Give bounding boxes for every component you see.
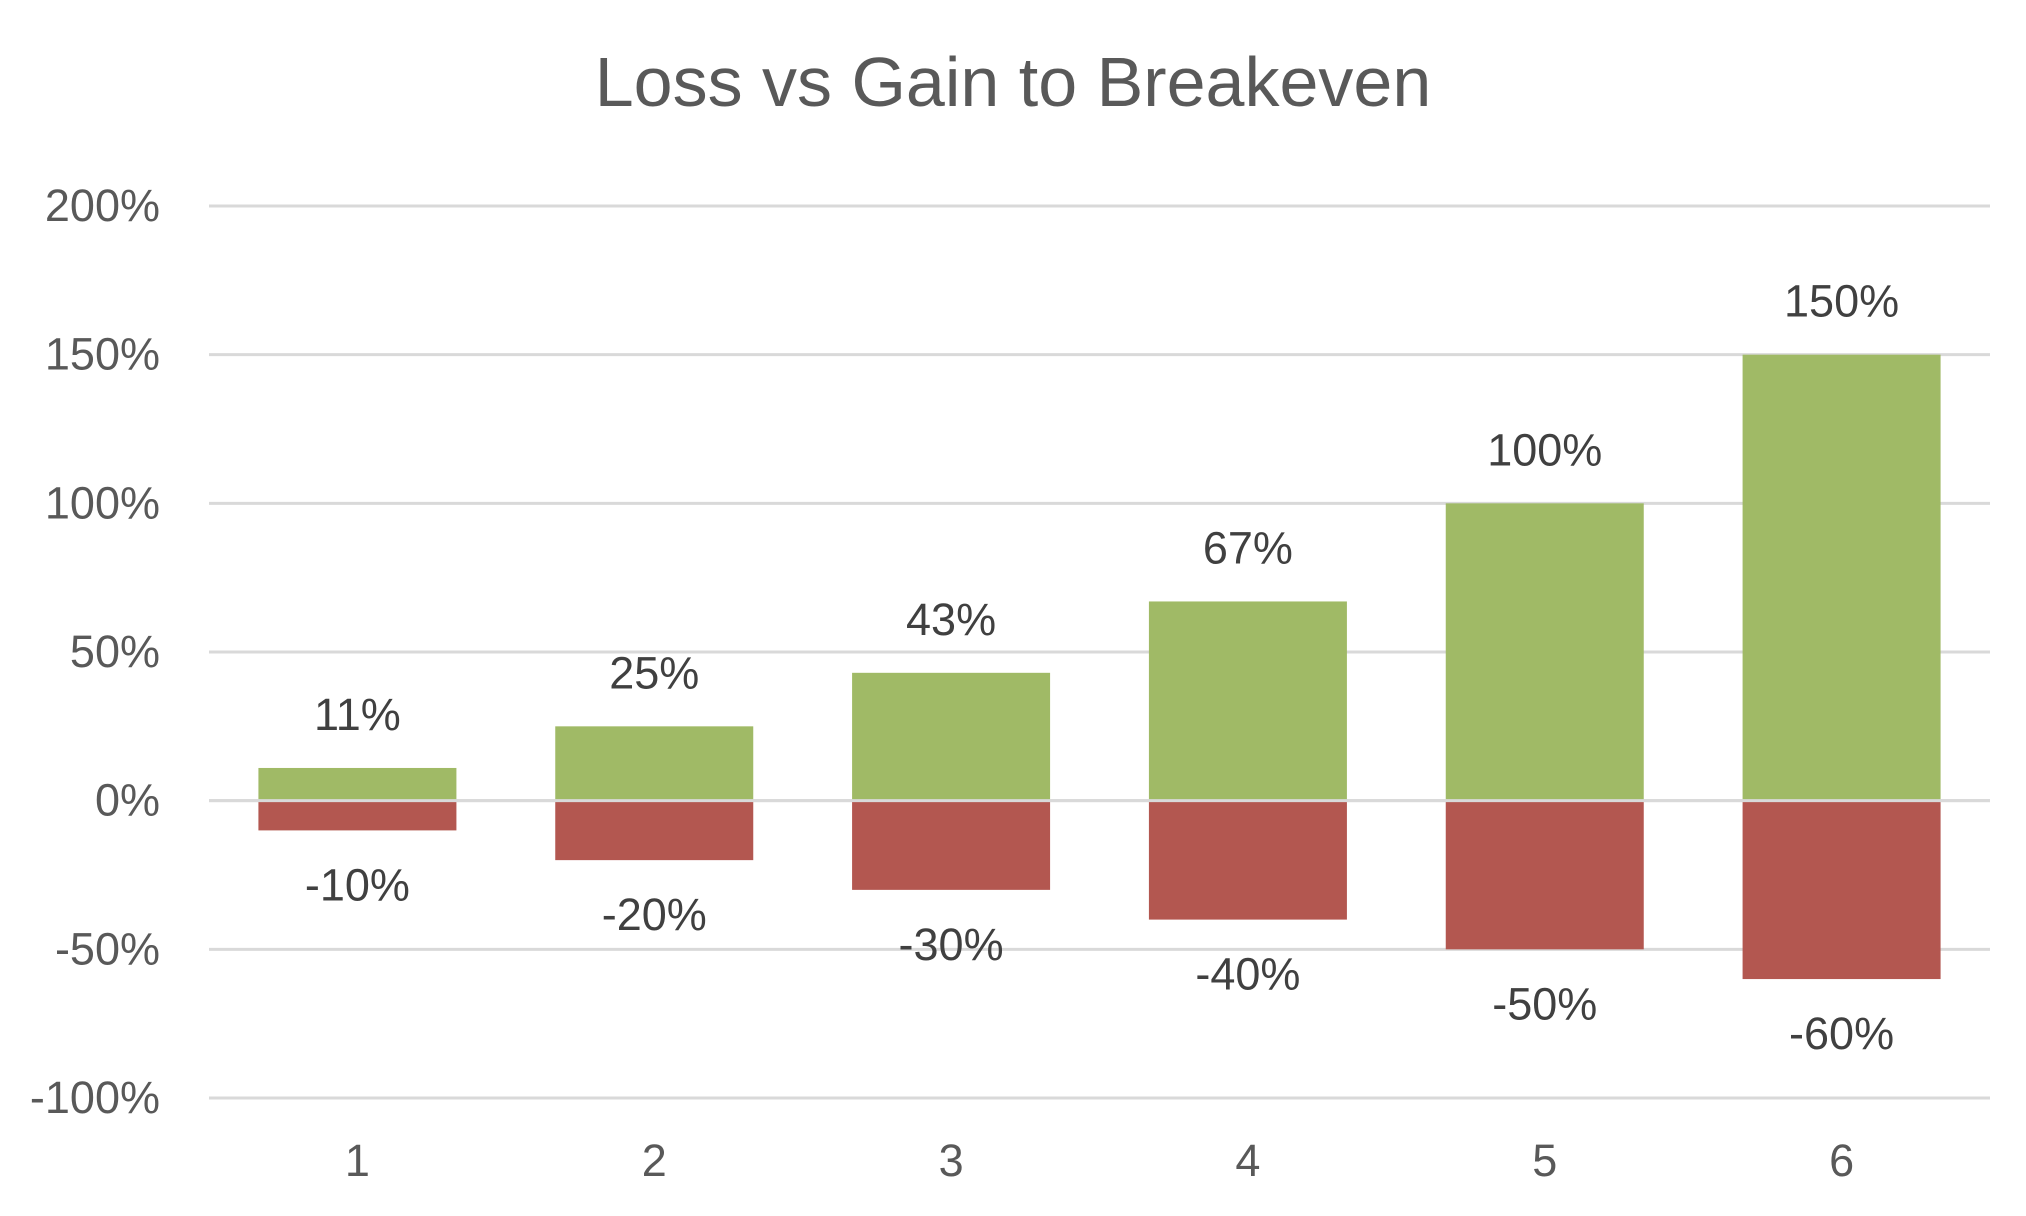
loss-bar — [1742, 800, 1941, 980]
x-tick-label: 2 — [642, 1135, 667, 1186]
gain-bar — [852, 672, 1051, 801]
gain-data-label: 25% — [609, 647, 699, 698]
y-tick-label: 50% — [70, 626, 160, 677]
loss-bar — [1148, 800, 1347, 920]
loss-data-label: -10% — [305, 859, 410, 910]
x-tick-label: 6 — [1829, 1135, 1854, 1186]
loss-data-label: -40% — [1195, 949, 1300, 1000]
x-tick-label: 3 — [939, 1135, 964, 1186]
y-tick-label: 100% — [45, 477, 160, 528]
loss-data-label: -60% — [1789, 1008, 1894, 1059]
gain-data-label: 100% — [1487, 424, 1602, 475]
gain-bar — [258, 767, 457, 801]
gain-bar — [1742, 354, 1941, 801]
x-tick-label: 1 — [345, 1135, 370, 1186]
y-tick-label: -50% — [55, 923, 160, 974]
loss-data-label: -30% — [899, 919, 1004, 970]
x-tick-label: 4 — [1235, 1135, 1260, 1186]
x-tick-label: 5 — [1532, 1135, 1557, 1186]
y-tick-label: 150% — [45, 329, 160, 380]
gain-data-label: 43% — [906, 594, 996, 645]
gain-bar — [1148, 601, 1347, 801]
gain-data-label: 150% — [1784, 276, 1899, 327]
loss-data-label: -50% — [1492, 978, 1597, 1029]
chart-title: Loss vs Gain to Breakeven — [594, 43, 1432, 121]
loss-data-label: -20% — [602, 889, 707, 940]
gain-bar — [555, 726, 754, 801]
loss-bar — [258, 800, 457, 831]
y-tick-label: 0% — [95, 775, 160, 826]
loss-bar — [852, 800, 1051, 890]
loss-bar — [555, 800, 754, 861]
y-tick-label: 200% — [45, 180, 160, 231]
y-tick-label: -100% — [30, 1072, 160, 1123]
loss-bar — [1445, 800, 1644, 950]
gain-data-label: 11% — [314, 689, 401, 740]
gain-bar — [1445, 503, 1644, 801]
gain-data-label: 67% — [1203, 522, 1293, 573]
